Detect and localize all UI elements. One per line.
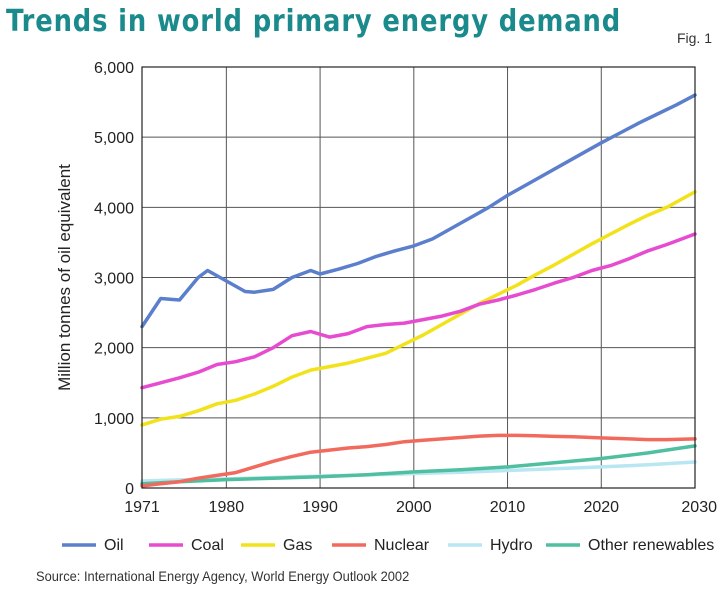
- legend-label: Gas: [283, 537, 312, 554]
- plot-frame: [141, 66, 696, 489]
- figure-label: Fig. 1: [676, 30, 712, 46]
- chart-title: Trends in world primary energy demand: [6, 4, 622, 39]
- series-line-other-renewables: [140, 444, 697, 486]
- series-line-gas: [140, 190, 697, 427]
- series-line-nuclear: [140, 433, 697, 488]
- y-tick-label: 0: [125, 481, 134, 498]
- x-tick-label: 2020: [583, 499, 619, 516]
- legend: Oil Coal Gas Nuclear Hydro Other renewables: [62, 537, 714, 554]
- y-tick-label: 1,000: [94, 411, 134, 428]
- legend-label: Nuclear: [374, 537, 430, 554]
- y-tick-label: 6,000: [94, 60, 134, 77]
- y-tick-label: 4,000: [94, 200, 134, 217]
- legend-label: Oil: [104, 537, 124, 554]
- series-lines: [140, 93, 697, 488]
- y-tick-label: 3,000: [94, 271, 134, 288]
- x-tick-label: 2010: [490, 499, 526, 516]
- source-note: Source: International Energy Agency, Wor…: [36, 568, 410, 584]
- x-tick-label: 1990: [302, 499, 338, 516]
- legend-label: Other renewables: [588, 537, 714, 554]
- legend-label: Coal: [191, 537, 224, 554]
- y-tick-label: 5,000: [94, 130, 134, 147]
- x-tick-label: 2030: [681, 499, 717, 516]
- y-axis-label: Million tonnes of oil equivalent: [55, 164, 74, 391]
- x-tick-label: 2000: [396, 499, 432, 516]
- y-axis-ticks: 0 1,000 2,000 3,000 4,000 5,000 6,000: [94, 60, 134, 498]
- legend-label: Hydro: [490, 537, 533, 554]
- x-axis-ticks: 1971 1980 1990 2000 2010 2020 2030: [124, 499, 717, 516]
- x-tick-label: 1980: [209, 499, 245, 516]
- x-tick-label: 1971: [124, 499, 160, 516]
- y-tick-label: 2,000: [94, 341, 134, 358]
- gridlines: [142, 67, 695, 488]
- series-line-oil: [140, 93, 697, 329]
- line-chart: 0 1,000 2,000 3,000 4,000 5,000 6,000 1971 1980…: [55, 60, 717, 554]
- series-line-coal: [140, 232, 697, 390]
